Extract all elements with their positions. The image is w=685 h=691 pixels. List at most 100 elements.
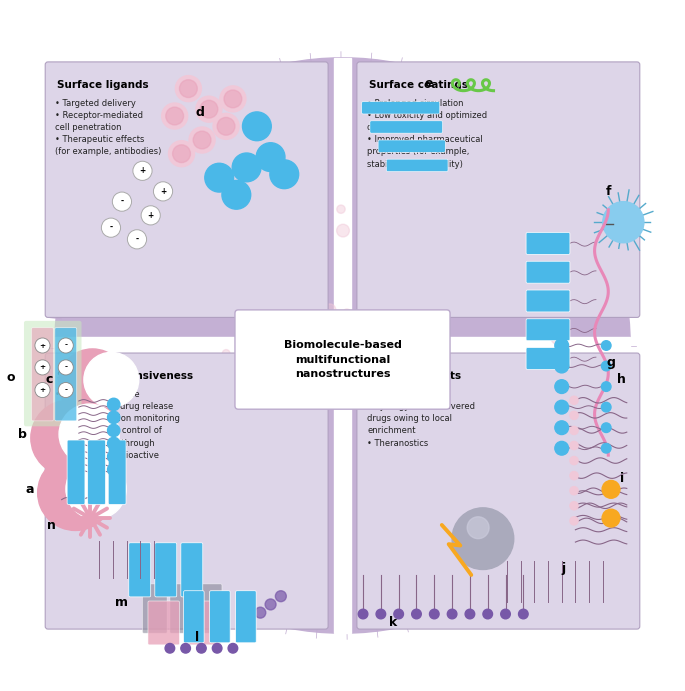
FancyBboxPatch shape [24, 321, 82, 426]
FancyBboxPatch shape [197, 584, 222, 633]
FancyBboxPatch shape [155, 542, 177, 597]
Circle shape [259, 304, 271, 316]
Circle shape [281, 211, 295, 225]
Circle shape [220, 86, 246, 112]
Circle shape [242, 112, 271, 141]
Circle shape [200, 100, 218, 118]
Text: +: + [40, 387, 45, 393]
Text: b: b [18, 428, 27, 441]
Circle shape [570, 502, 578, 510]
FancyBboxPatch shape [129, 542, 151, 597]
Circle shape [475, 209, 488, 223]
Circle shape [256, 143, 285, 171]
Text: d: d [195, 106, 204, 119]
Text: • Prolonged circulation
• Low toxicity and optimized
drug release
• Improved pha: • Prolonged circulation • Low toxicity a… [367, 99, 487, 169]
Circle shape [55, 58, 630, 633]
Circle shape [601, 402, 611, 412]
Circle shape [217, 117, 235, 135]
Circle shape [205, 163, 234, 192]
Text: +: + [139, 167, 146, 176]
Circle shape [324, 304, 336, 316]
FancyBboxPatch shape [184, 591, 204, 643]
FancyBboxPatch shape [210, 591, 230, 643]
Circle shape [58, 360, 73, 375]
FancyBboxPatch shape [526, 319, 570, 341]
Text: i: i [620, 473, 624, 486]
Wedge shape [58, 349, 127, 417]
FancyBboxPatch shape [45, 62, 328, 317]
Circle shape [371, 399, 379, 406]
Circle shape [173, 145, 190, 162]
Circle shape [35, 338, 50, 353]
Circle shape [183, 509, 196, 522]
Circle shape [66, 459, 126, 519]
Circle shape [603, 202, 644, 243]
FancyBboxPatch shape [55, 328, 77, 421]
Circle shape [222, 359, 227, 366]
Circle shape [270, 160, 299, 189]
Text: c: c [46, 373, 53, 386]
FancyBboxPatch shape [386, 159, 448, 171]
Text: Biomolecule-based
multifunctional
nanostructures: Biomolecule-based multifunctional nanost… [284, 341, 401, 379]
Circle shape [112, 192, 132, 211]
Circle shape [197, 643, 206, 653]
Circle shape [162, 103, 188, 129]
Text: Surface ligands: Surface ligands [57, 79, 149, 90]
Circle shape [551, 332, 563, 344]
Circle shape [571, 290, 579, 299]
Circle shape [570, 457, 578, 464]
FancyBboxPatch shape [170, 584, 195, 633]
Circle shape [336, 225, 349, 237]
Circle shape [555, 421, 569, 435]
Text: e: e [425, 77, 433, 90]
FancyBboxPatch shape [32, 328, 53, 421]
Circle shape [555, 400, 569, 414]
Circle shape [181, 643, 190, 653]
Circle shape [297, 324, 307, 334]
Circle shape [169, 141, 195, 167]
Circle shape [374, 581, 388, 595]
Circle shape [108, 464, 120, 475]
Circle shape [555, 339, 569, 352]
Circle shape [473, 179, 480, 184]
Text: Stimuli responsiveness: Stimuli responsiveness [57, 371, 193, 381]
Circle shape [139, 285, 147, 293]
Circle shape [169, 146, 184, 162]
Text: o: o [7, 371, 15, 384]
Text: • Controlled release
• Multiple-step drug release
• Real-time action monitoring
: • Controlled release • Multiple-step dru… [55, 390, 180, 472]
FancyBboxPatch shape [235, 310, 450, 409]
Circle shape [222, 180, 251, 209]
Circle shape [212, 643, 222, 653]
Circle shape [59, 404, 119, 464]
Circle shape [290, 417, 301, 428]
Circle shape [189, 127, 215, 153]
Circle shape [265, 599, 276, 610]
Circle shape [519, 609, 528, 619]
Text: -: - [136, 235, 138, 244]
Text: m: m [115, 596, 128, 609]
Circle shape [393, 275, 402, 284]
FancyBboxPatch shape [142, 584, 167, 633]
Circle shape [108, 424, 120, 437]
Text: f: f [606, 184, 612, 198]
Circle shape [412, 609, 421, 619]
Circle shape [84, 352, 139, 407]
Circle shape [186, 518, 197, 527]
Text: n: n [47, 519, 55, 532]
Circle shape [452, 508, 514, 569]
Circle shape [406, 272, 421, 287]
Circle shape [273, 212, 286, 225]
Text: a: a [25, 483, 34, 495]
Circle shape [196, 96, 222, 122]
Circle shape [278, 355, 293, 370]
Circle shape [501, 609, 510, 619]
Circle shape [447, 609, 457, 619]
Circle shape [555, 380, 569, 393]
Circle shape [224, 90, 242, 108]
Circle shape [570, 411, 578, 419]
Circle shape [296, 377, 302, 384]
Circle shape [35, 360, 50, 375]
Circle shape [358, 609, 368, 619]
FancyBboxPatch shape [526, 290, 570, 312]
Circle shape [570, 486, 578, 495]
